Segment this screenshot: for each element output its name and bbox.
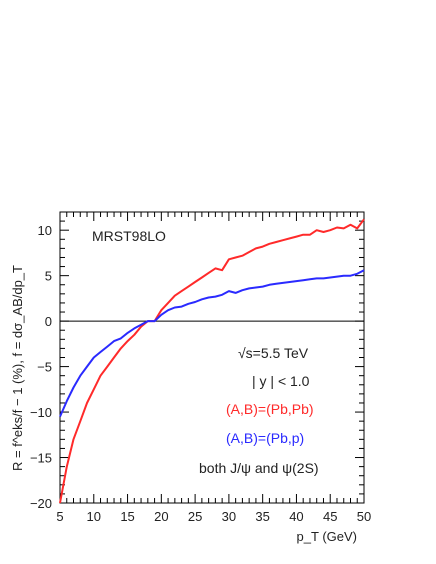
states-annotation: both J/ψ and ψ(2S) bbox=[199, 460, 319, 476]
pbp-annotation: (A,B)=(Pb,p) bbox=[226, 430, 304, 446]
axis-ticks bbox=[59, 211, 365, 504]
y-tick-label: 10 bbox=[38, 223, 52, 238]
x-axis-label: p_T (GeV) bbox=[297, 529, 357, 544]
x-tick-label: 15 bbox=[120, 509, 134, 524]
y-axis-label: R = f^eks/f − 1 (%), f = dσ_AB/dp_T bbox=[10, 265, 25, 471]
series-line bbox=[59, 269, 365, 418]
x-tick-label: 25 bbox=[188, 509, 202, 524]
y-tick-label: −20 bbox=[30, 496, 52, 511]
energy-annotation: √s=5.5 TeV bbox=[238, 345, 309, 361]
series-layer bbox=[59, 218, 365, 504]
pdf-set-label: MRST98LO bbox=[92, 228, 166, 244]
y-tick-label: −5 bbox=[37, 360, 52, 375]
y-tick-label: 5 bbox=[45, 269, 52, 284]
y-tick-label: −15 bbox=[30, 451, 52, 466]
x-tick-label: 20 bbox=[154, 509, 168, 524]
y-tick-label: 0 bbox=[45, 314, 52, 329]
x-tick-label: 30 bbox=[222, 509, 236, 524]
x-tick-label: 50 bbox=[357, 509, 371, 524]
rapidity-annotation: | y | < 1.0 bbox=[252, 373, 310, 389]
x-tick-label: 40 bbox=[289, 509, 303, 524]
series-line bbox=[59, 218, 365, 504]
x-tick-label: 5 bbox=[56, 509, 63, 524]
x-tick-label: 45 bbox=[323, 509, 337, 524]
x-tick-label: 10 bbox=[87, 509, 101, 524]
pbpb-annotation: (A,B)=(Pb,Pb) bbox=[226, 401, 314, 417]
x-tick-label: 35 bbox=[255, 509, 269, 524]
y-tick-label: −10 bbox=[30, 405, 52, 420]
